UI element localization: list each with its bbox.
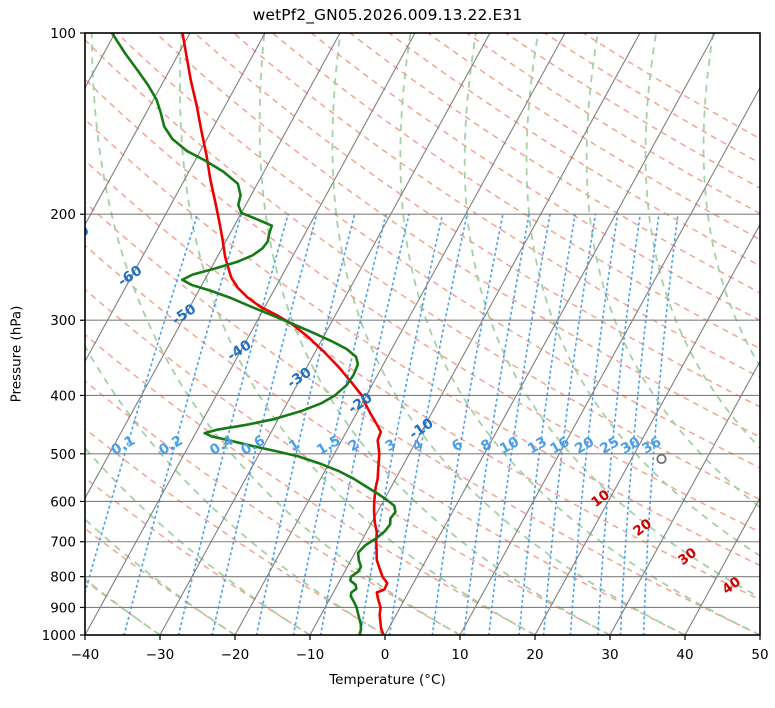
sounding-dewpoint-curve xyxy=(110,33,397,635)
x-tick-neg30: −30 xyxy=(146,647,175,663)
x-tick-10: 10 xyxy=(451,647,468,663)
y-tick-1000: 1000 xyxy=(42,628,76,644)
plot-border xyxy=(84,32,761,636)
y-tick-600: 600 xyxy=(50,494,76,510)
x-tick-neg10: −10 xyxy=(296,647,325,663)
plot-background xyxy=(85,33,760,635)
dry-adiabats xyxy=(85,33,760,635)
y-axis-label: Pressure (hPa) xyxy=(0,0,34,708)
y-tick-500: 500 xyxy=(50,447,76,463)
y-tick-300: 300 xyxy=(50,313,76,329)
plot-markers xyxy=(656,453,667,465)
y-tick-400: 400 xyxy=(50,388,76,404)
x-tick-neg40: −40 xyxy=(71,647,100,663)
x-tick-20: 20 xyxy=(526,647,543,663)
sounding-temperature-curve xyxy=(181,33,389,635)
y-tick-900: 900 xyxy=(50,600,76,616)
y-tick-100: 100 xyxy=(50,26,76,42)
axis-ticks: −40 −30 −20 −10 0 10 20 30 40 50 100 200 300 400 500 60… xyxy=(42,26,769,663)
isotherms xyxy=(85,33,760,635)
mixing-ratio-lines xyxy=(85,213,679,635)
page-title: wetPf2_GN05.2026.009.13.22.E31 xyxy=(252,6,523,24)
x-axis-label: Temperature (°C) xyxy=(329,672,446,688)
x-tick-40: 40 xyxy=(676,647,693,663)
x-tick-50: 50 xyxy=(751,647,768,663)
isotherm-label-neg70: -70 xyxy=(62,222,92,250)
sounding-curves xyxy=(110,33,397,635)
moist-adiabats xyxy=(85,33,760,635)
y-tick-700: 700 xyxy=(50,535,76,551)
x-tick-neg20: −20 xyxy=(221,647,250,663)
x-tick-0: 0 xyxy=(381,647,390,663)
y-axis-label-text: Pressure (hPa) xyxy=(8,305,24,403)
y-tick-800: 800 xyxy=(50,570,76,586)
x-tick-30: 30 xyxy=(601,647,618,663)
y-tick-200: 200 xyxy=(50,207,76,223)
lcl-marker xyxy=(656,453,667,465)
isobars xyxy=(85,33,760,635)
